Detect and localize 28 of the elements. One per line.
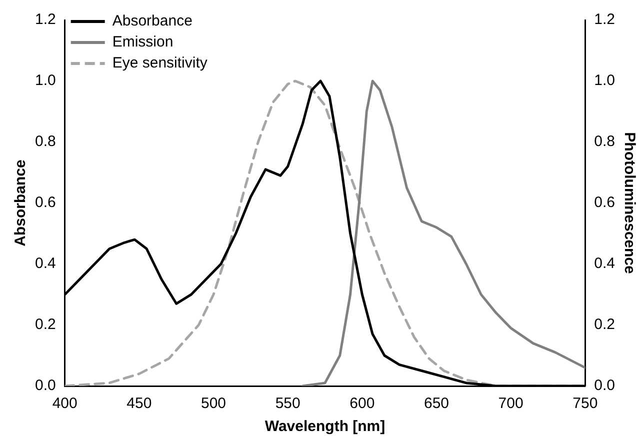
x-tick-label: 750 bbox=[572, 395, 598, 412]
y-tick-label: 0.6 bbox=[34, 194, 56, 212]
y-tick-label: 1.2 bbox=[34, 11, 56, 28]
y2-tick-label: 0.6 bbox=[594, 194, 616, 212]
y-tick-label: 0.0 bbox=[34, 377, 56, 394]
x-tick-label: 500 bbox=[200, 395, 226, 412]
legend-label: Absorbance bbox=[112, 12, 192, 30]
x-tick-label: 550 bbox=[275, 395, 300, 412]
y-tick-label: 0.4 bbox=[34, 255, 56, 272]
y2-tick-label: 0.8 bbox=[594, 133, 616, 150]
x-tick-label: 450 bbox=[126, 395, 152, 412]
y-tick-label: 1.0 bbox=[34, 72, 56, 90]
y-axis-title: Absorbance bbox=[12, 160, 30, 246]
y2-axis-title: Photoluminescence bbox=[620, 132, 638, 274]
y-tick-label: 0.8 bbox=[34, 133, 56, 150]
legend-label: Emission bbox=[112, 34, 174, 51]
y2-tick-label: 0.2 bbox=[594, 316, 616, 334]
x-tick-label: 600 bbox=[350, 395, 375, 412]
legend-label: Eye sensitivity bbox=[112, 54, 208, 72]
y2-tick-label: 1.2 bbox=[594, 11, 616, 28]
y2-tick-label: 0.0 bbox=[594, 377, 616, 394]
y2-tick-label: 1.0 bbox=[594, 72, 616, 90]
x-tick-label: 400 bbox=[52, 395, 78, 412]
x-axis-title: Wavelength [nm] bbox=[264, 418, 386, 436]
x-tick-label: 650 bbox=[424, 395, 450, 412]
y2-tick-label: 0.4 bbox=[594, 255, 616, 272]
y-tick-label: 0.2 bbox=[34, 316, 56, 334]
x-tick-label: 700 bbox=[498, 395, 524, 412]
